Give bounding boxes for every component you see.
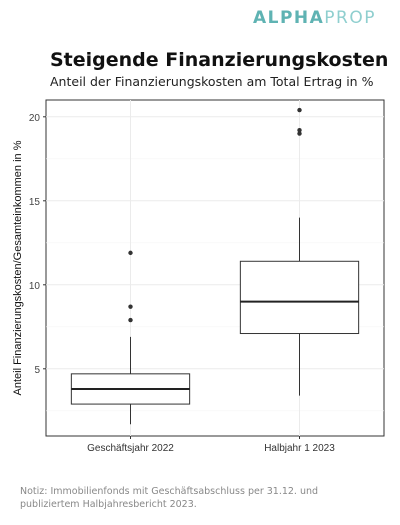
boxplot-chart: 5 10 15 20 Geschäftsjahr 2022 Halbjahr 1 202…	[12, 99, 385, 454]
x-tick-label: Halbjahr 1 2023	[264, 443, 335, 454]
brand-logo: ALPHAPROP	[253, 8, 376, 28]
outlier-point	[297, 131, 302, 136]
y-tick-label: 5	[34, 365, 40, 376]
outlier-point	[297, 107, 302, 113]
footnote: Notiz: Immobilienfonds mit Geschäftsabsc…	[20, 486, 319, 510]
box-2	[239, 107, 360, 396]
chart-subtitle: Anteil der Finanzierungskosten am Total …	[50, 74, 374, 89]
box-series	[70, 107, 360, 425]
outlier-point	[297, 128, 302, 133]
y-tick-label: 20	[29, 113, 41, 124]
y-tick-label: 15	[29, 197, 41, 208]
y-tick-label: 10	[29, 281, 41, 292]
box-iqr	[239, 260, 360, 335]
x-axis: Geschäftsjahr 2022 Halbjahr 1 2023	[87, 436, 335, 454]
brand-logo-part1: ALPHA	[252, 8, 325, 28]
outlier-point	[128, 317, 133, 323]
x-tick-label: Geschäftsjahr 2022	[87, 443, 174, 454]
outlier-point	[128, 304, 133, 309]
chart-title: Steigende Finanzierungskosten	[50, 49, 389, 71]
outlier-point	[128, 250, 133, 256]
y-axis: 5 10 15 20	[29, 113, 46, 376]
y-axis-label: Anteil Finanzierungskosten/Gesamteinkomm…	[12, 140, 24, 395]
brand-logo-part2: PROP	[324, 8, 376, 28]
box-1	[70, 250, 191, 425]
